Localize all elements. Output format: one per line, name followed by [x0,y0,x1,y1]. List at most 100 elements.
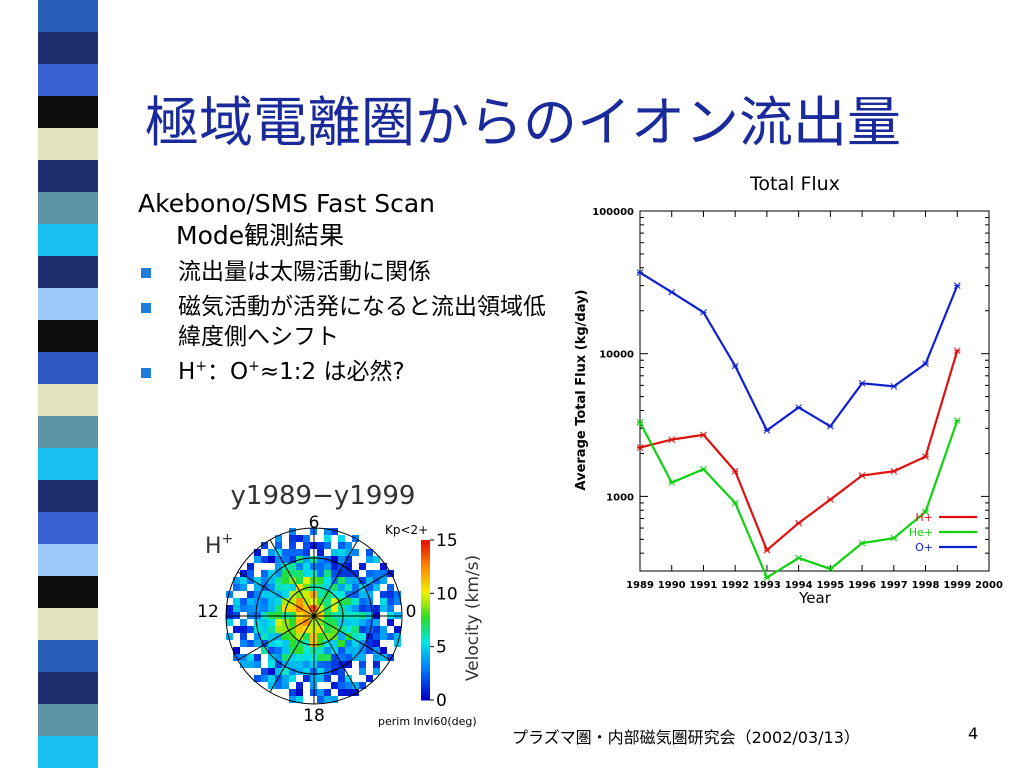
heatmap-cell [317,563,324,570]
heatmap-cell [345,682,352,689]
bullet-text: 流出量は太陽活動に関係 [178,259,431,285]
heatmap-cell [373,654,380,661]
heatmap-cell [338,689,345,696]
data-point-h-plus [953,347,961,355]
heatmap-cell [345,647,352,654]
heatmap-cell [324,598,331,605]
heatmap-cell [296,696,303,703]
heatmap-cell [373,640,380,647]
y-axis-label: Average Total Flux (kg/day) [574,290,589,491]
stripe-segment [38,608,98,640]
heatmap-cell [359,605,366,612]
heatmap-cell [359,654,366,661]
heatmap-cell [289,542,296,549]
heatmap-cell [261,591,268,598]
colorbar-segment [421,684,430,689]
colorbar-segment [421,632,430,637]
heatmap-cell [338,654,345,661]
data-point-o-plus [922,360,929,368]
heatmap-cell [338,535,345,542]
heatmap-cell [324,570,331,577]
heatmap-cell [317,675,324,682]
heatmap-cell [331,563,338,570]
heatmap-cell [303,675,310,682]
square-bullet-icon [141,268,151,278]
stripe-segment [38,0,98,32]
heatmap-cell [254,633,261,640]
body-lead: Akebono/SMS Fast Scan Mode観測結果 [138,188,558,252]
heatmap-cell [359,591,366,598]
heatmap-cell [359,619,366,626]
ratio-sup-h: + [195,358,208,375]
heatmap-cell [324,654,331,661]
heatmap-cell [289,640,296,647]
heatmap-cell [324,668,331,675]
heatmap-cell [233,598,240,605]
heatmap-cell [289,528,296,535]
colorbar-segment [421,628,430,633]
mlt-label-bottom: 18 [303,706,325,726]
heatmap-cell [254,640,261,647]
heatmap-cell [282,626,289,633]
colorbar-tick-label: 15 [436,531,458,551]
heatmap-cell [296,563,303,570]
heatmap-cell [289,689,296,696]
x-tick-label: 1989 [626,580,654,591]
body-lead-line-2: Mode観測結果 [176,221,345,250]
heatmap-cell [289,647,296,654]
heatmap-cell [366,626,373,633]
heatmap-cell [387,619,394,626]
heatmap-cell [289,661,296,668]
heatmap-cell [240,605,247,612]
heatmap-cell [275,668,282,675]
mlt-label-right: 0 [406,602,417,622]
heatmap-cell [380,577,387,584]
heatmap-cell [324,647,331,654]
data-point-o-plus [858,379,866,387]
heatmap-cell [275,542,282,549]
heatmap-cell [289,556,296,563]
heatmap-cell [352,647,359,654]
x-tick-label: 1998 [912,580,940,591]
heatmap-cell [380,563,387,570]
heatmap-cell [303,556,310,563]
data-point-he-plus [795,554,802,562]
heatmap-cell [317,689,324,696]
heatmap-cell [240,577,247,584]
colorbar-segment [421,640,430,645]
mlt-meridian [313,615,391,661]
heatmap-cell [282,556,289,563]
data-point-h-plus [668,436,676,443]
heatmap-cell [338,675,345,682]
heatmap-cell [226,605,233,612]
heatmap-cell [247,640,254,647]
heatmap-cell [317,661,324,668]
colorbar-segment [421,608,430,613]
colorbar-segment [421,600,430,605]
colorbar-label: Velocity (km/s) [463,555,483,681]
heatmap-cell [296,640,303,647]
colorbar-segment [421,596,430,601]
heatmap-cell [387,570,394,577]
heatmap-cell [338,682,345,689]
heatmap-cell [296,584,303,591]
mlt-meridian [313,615,359,693]
data-point-o-plus [795,404,802,411]
heatmap-cell [394,598,401,605]
heatmap-cell [261,556,268,563]
heatmap-cell [282,647,289,654]
heatmap-cell [233,605,240,612]
heatmap-cell [296,605,303,612]
heatmap-cell [345,605,352,612]
heatmap-cell [380,647,387,654]
heatmap-cell [366,640,373,647]
heatmap-cell [275,654,282,661]
heatmap-cell [373,556,380,563]
heatmap-cell [317,556,324,563]
heatmap-cell [345,563,352,570]
heatmap-cell [331,654,338,661]
heatmap-cell [352,682,359,689]
heatmap-cell [331,591,338,598]
heatmap-cell [338,563,345,570]
polar-title: y1989−y1999 [231,481,416,511]
